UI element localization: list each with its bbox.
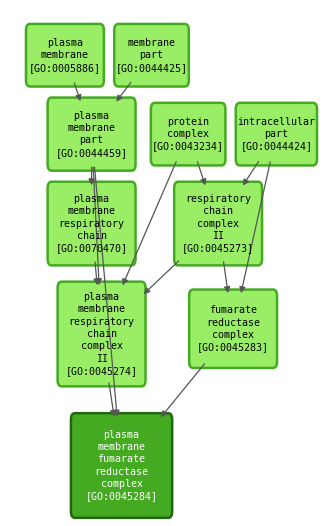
FancyBboxPatch shape xyxy=(48,98,136,170)
FancyBboxPatch shape xyxy=(236,103,317,165)
Text: plasma
membrane
respiratory
chain
complex
II
[GO:0045274]: plasma membrane respiratory chain comple… xyxy=(66,292,138,376)
FancyBboxPatch shape xyxy=(114,24,189,86)
FancyBboxPatch shape xyxy=(189,289,277,368)
FancyBboxPatch shape xyxy=(48,182,136,266)
Text: plasma
membrane
fumarate
reductase
complex
[GO:0045284]: plasma membrane fumarate reductase compl… xyxy=(86,430,158,501)
Text: plasma
membrane
part
[GO:0044459]: plasma membrane part [GO:0044459] xyxy=(56,110,128,158)
FancyBboxPatch shape xyxy=(71,413,172,518)
FancyBboxPatch shape xyxy=(26,24,104,86)
Text: plasma
membrane
respiratory
chain
[GO:0070470]: plasma membrane respiratory chain [GO:00… xyxy=(56,194,128,254)
FancyBboxPatch shape xyxy=(174,182,262,266)
Text: protein
complex
[GO:0043234]: protein complex [GO:0043234] xyxy=(152,117,224,151)
FancyBboxPatch shape xyxy=(151,103,225,165)
Text: membrane
part
[GO:0044425]: membrane part [GO:0044425] xyxy=(116,38,187,73)
Text: plasma
membrane
[GO:0005886]: plasma membrane [GO:0005886] xyxy=(29,38,101,73)
Text: fumarate
reductase
complex
[GO:0045283]: fumarate reductase complex [GO:0045283] xyxy=(197,305,269,352)
Text: respiratory
chain
complex
II
[GO:0045273]: respiratory chain complex II [GO:0045273… xyxy=(182,194,254,254)
Text: intracellular
part
[GO:0044424]: intracellular part [GO:0044424] xyxy=(237,117,315,151)
FancyBboxPatch shape xyxy=(58,282,146,386)
